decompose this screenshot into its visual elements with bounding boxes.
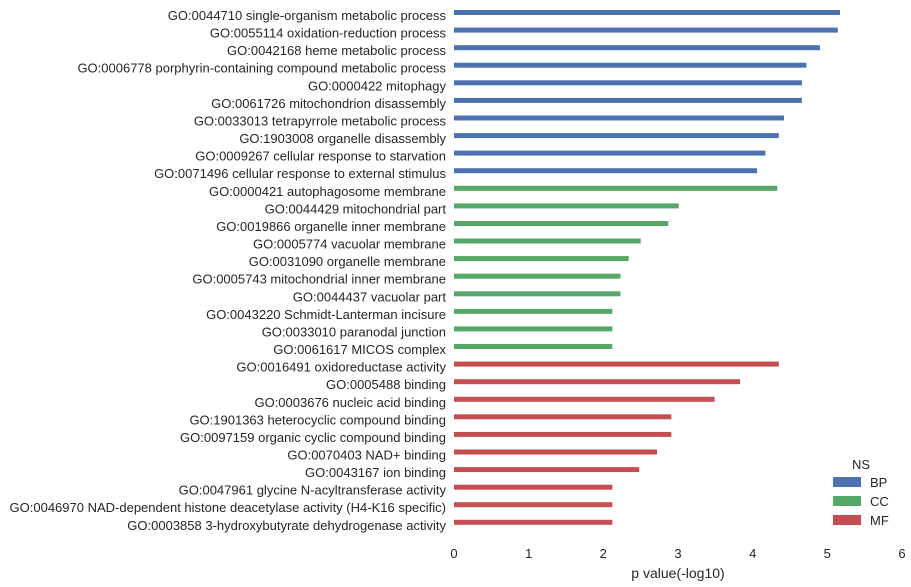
legend: NS BP CC MF (833, 457, 889, 528)
bar-mf (454, 431, 672, 437)
bar-cc (454, 203, 679, 209)
bar-mf (454, 502, 613, 508)
bar-bp (454, 133, 779, 139)
x-tick-label: 6 (898, 546, 905, 561)
bar-mf (454, 467, 640, 473)
category-label: GO:0016491 oxidoreductase activity (236, 360, 446, 375)
bar-bp (454, 80, 802, 86)
legend-swatch-cc (833, 496, 861, 506)
bar-mf (454, 519, 613, 525)
bar-cc (454, 344, 613, 349)
category-label: GO:0097159 organic cyclic compound bindi… (180, 430, 446, 445)
category-label: GO:0031090 organelle membrane (249, 254, 446, 269)
x-axis-ticks: 0 1 2 3 4 5 6 (450, 546, 905, 561)
legend-swatch-bp (833, 477, 861, 487)
bar-cc (454, 291, 621, 297)
bar-cc (454, 326, 613, 332)
category-labels: GO:0044710 single-organism metabolic pro… (10, 8, 447, 533)
category-label: GO:1903008 organelle disassembly (239, 131, 446, 146)
x-tick-label: 1 (525, 546, 532, 561)
category-label: GO:0061617 MICOS complex (273, 342, 446, 357)
bar-bp (454, 150, 766, 156)
category-label: GO:0033010 paranodal junction (262, 324, 446, 339)
category-label: GO:1901363 heterocyclic compound binding (189, 412, 446, 427)
bar-cc (454, 221, 669, 226)
category-label: GO:0009267 cellular response to starvati… (195, 149, 446, 164)
category-label: GO:0006778 porphyrin-containing compound… (77, 61, 446, 76)
legend-items: BP CC MF (833, 475, 889, 528)
x-tick-label: 3 (674, 546, 681, 561)
category-label: GO:0000422 mitophagy (308, 78, 447, 93)
x-tick-label: 4 (749, 546, 756, 561)
legend-label-mf: MF (870, 513, 889, 528)
bar-cc (454, 185, 778, 191)
bar-mf (454, 449, 658, 455)
category-label: GO:0000421 autophagosome membrane (209, 184, 446, 199)
category-label: GO:0003676 nucleic acid binding (254, 395, 446, 410)
legend-label-bp: BP (870, 475, 887, 490)
bar-bp (454, 168, 758, 174)
category-label: GO:0061726 mitochondrion disassembly (211, 96, 446, 111)
category-label: GO:0071496 cellular response to external… (154, 166, 446, 181)
legend-label-cc: CC (870, 494, 889, 509)
category-label: GO:0019866 organelle inner membrane (216, 219, 446, 234)
category-label: GO:0047961 glycine N-acyltransferase act… (179, 483, 447, 498)
x-tick-label: 5 (824, 546, 831, 561)
category-label: GO:0043220 Schmidt-Lanterman incisure (206, 307, 446, 322)
category-label: GO:0005774 vacuolar membrane (253, 237, 446, 252)
bar-cc (454, 256, 629, 262)
x-axis-title: p value(-log10) (631, 565, 724, 581)
bar-mf (454, 379, 740, 385)
category-label: GO:0042168 heme metabolic process (227, 43, 446, 58)
category-label: GO:0005743 mitochondrial inner membrane (192, 272, 446, 287)
bar-bp (454, 45, 820, 51)
bar-mf (454, 361, 779, 367)
bar-bp (454, 10, 840, 15)
bar-mf (454, 396, 715, 402)
category-label: GO:0005488 binding (326, 377, 446, 392)
category-label: GO:0055114 oxidation-reduction process (210, 26, 447, 41)
bar-bp (454, 115, 784, 121)
bar-cc (454, 273, 621, 279)
category-label: GO:0070403 NAD+ binding (287, 448, 446, 463)
bar-bp (454, 62, 807, 68)
bar-mf (454, 414, 672, 420)
x-tick-label: 0 (450, 546, 457, 561)
category-label: GO:0043167 ion binding (305, 465, 446, 480)
category-label: GO:0033013 tetrapyrrole metabolic proces… (194, 114, 447, 129)
category-label: GO:0044710 single-organism metabolic pro… (168, 8, 447, 23)
category-label: GO:0003858 3-hydroxybutyrate dehydrogena… (127, 518, 446, 533)
bar-cc (454, 308, 613, 314)
category-label: GO:0044437 vacuolar part (293, 289, 447, 304)
legend-swatch-mf (833, 515, 861, 525)
bar-mf (454, 484, 613, 490)
category-label: GO:0044429 mitochondrial part (265, 201, 447, 216)
bar-cc (454, 238, 641, 244)
bars-layer (454, 10, 840, 525)
legend-title: NS (852, 457, 870, 472)
category-label: GO:0046970 NAD-dependent histone deacety… (10, 500, 446, 515)
x-tick-label: 2 (600, 546, 607, 561)
bar-bp (454, 27, 838, 33)
bar-bp (454, 97, 802, 103)
